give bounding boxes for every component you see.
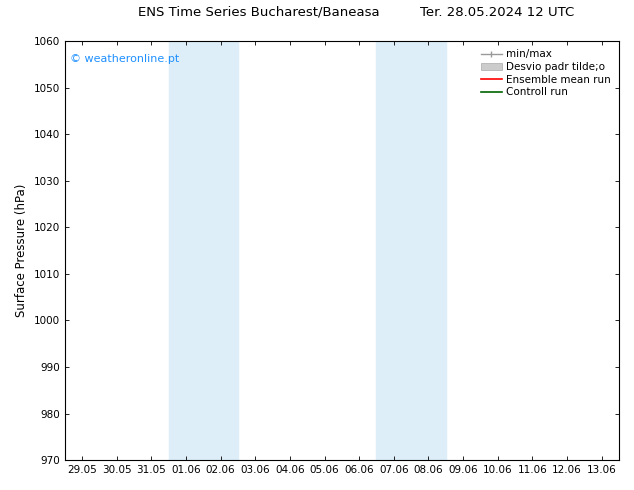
Text: Ter. 28.05.2024 12 UTC: Ter. 28.05.2024 12 UTC [420,6,574,19]
Bar [377,41,446,460]
Text: ENS Time Series Bucharest/Baneasa: ENS Time Series Bucharest/Baneasa [138,6,380,19]
Text: © weatheronline.pt: © weatheronline.pt [70,53,179,64]
Bar [169,41,238,460]
Y-axis label: Surface Pressure (hPa): Surface Pressure (hPa) [15,184,28,318]
Legend: min/max, Desvio padr tilde;o, Ensemble mean run, Controll run: min/max, Desvio padr tilde;o, Ensemble m… [478,46,614,100]
